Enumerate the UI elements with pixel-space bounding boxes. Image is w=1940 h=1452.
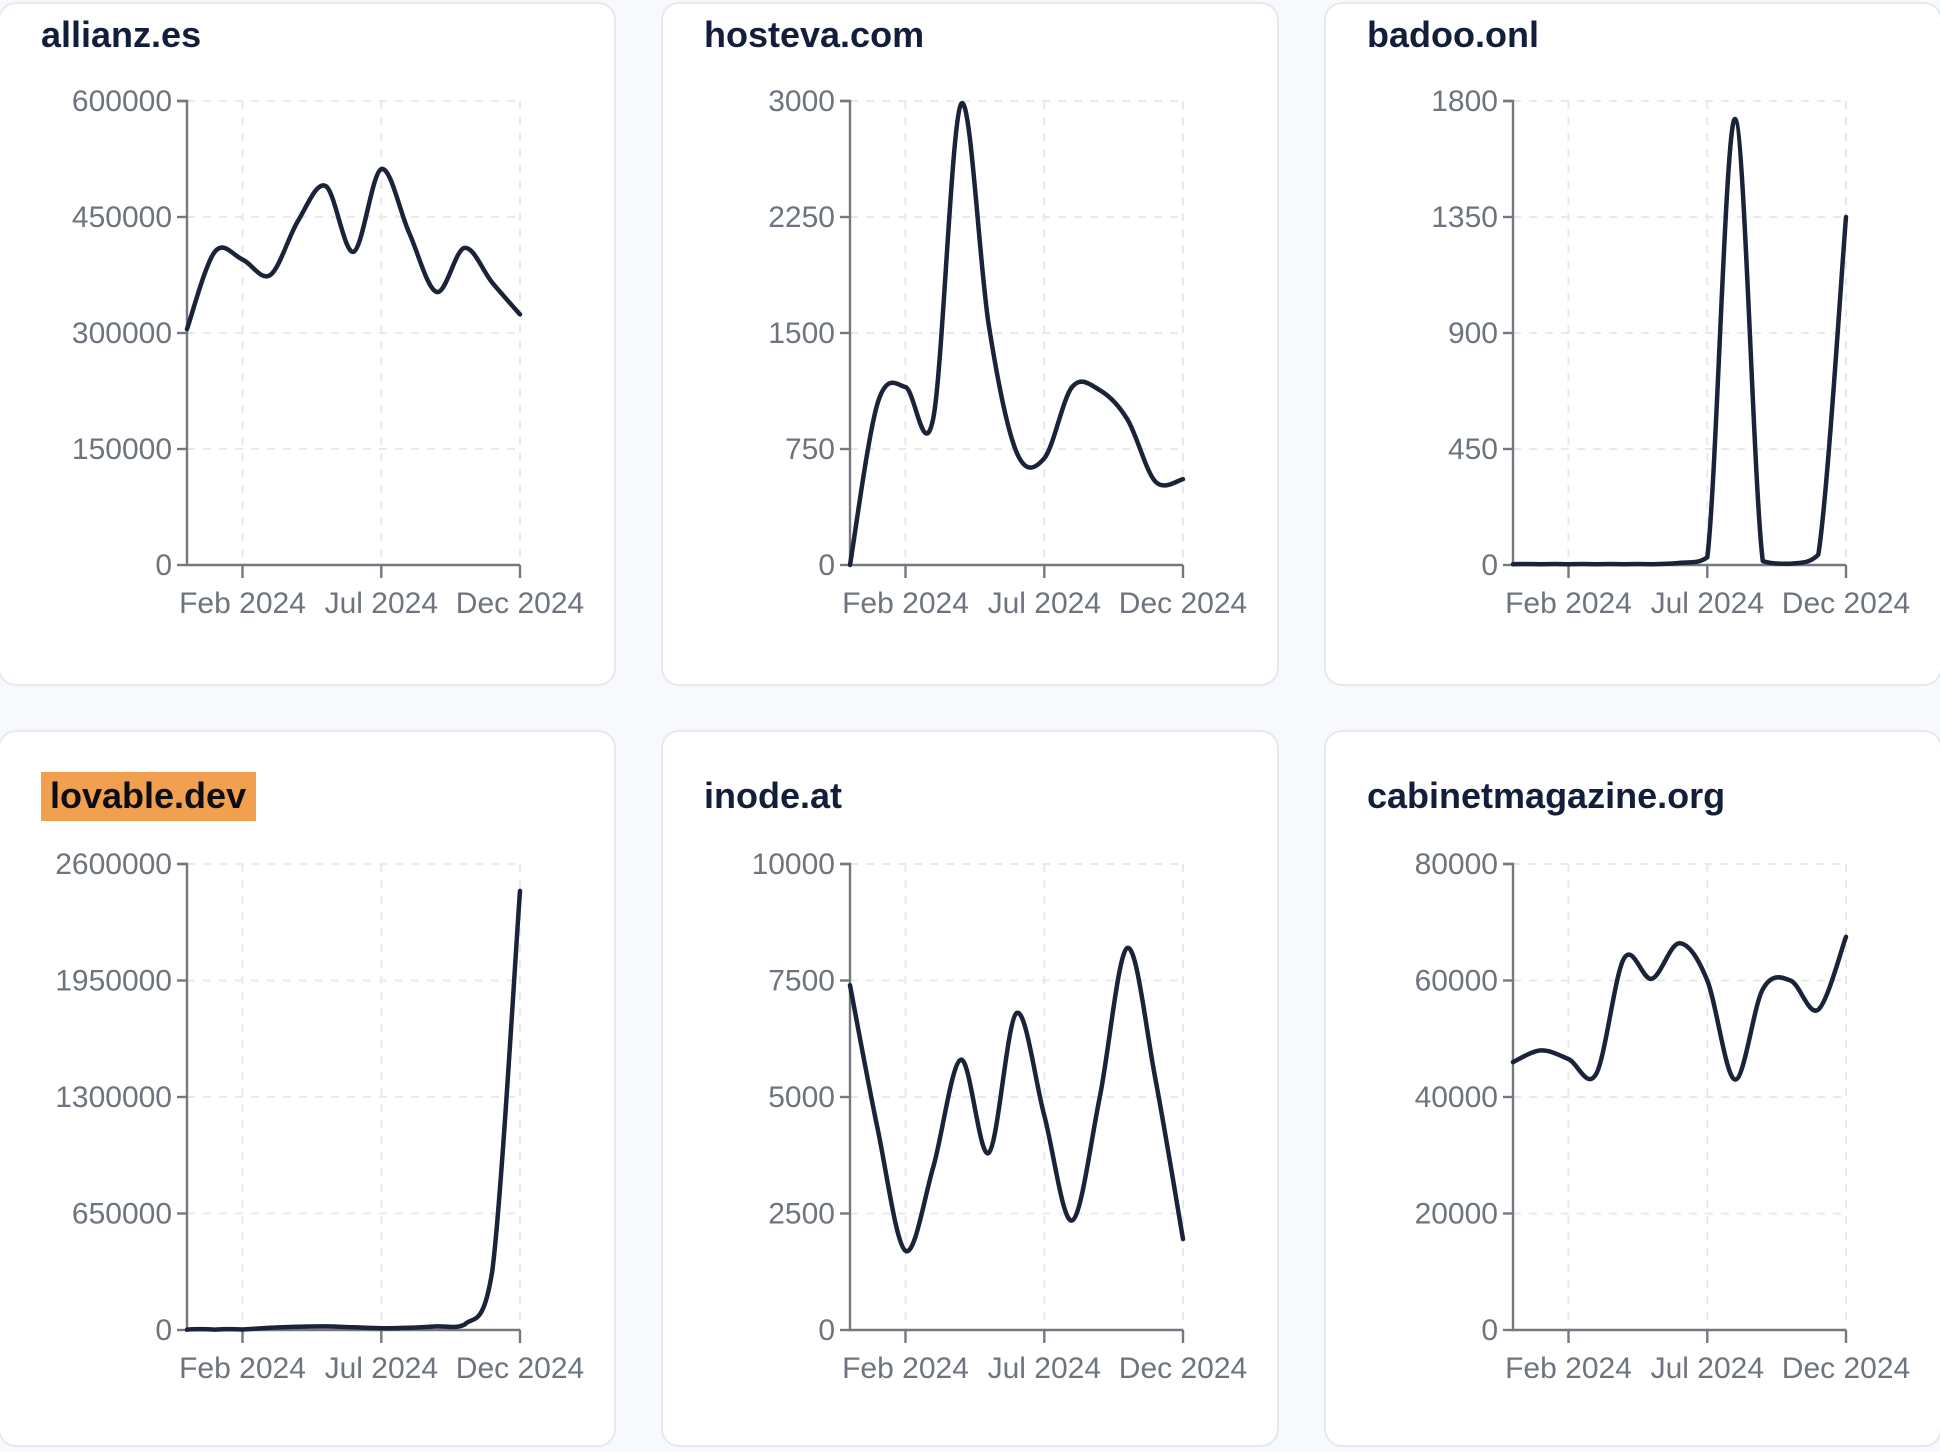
y-tick-label: 0 [155,1314,172,1347]
x-tick-label: Feb 2024 [1505,587,1632,620]
gridlines [187,100,521,565]
y-tick-label: 450 [1448,433,1498,466]
chart-line [184,888,523,1332]
x-tick-label: Feb 2024 [1505,1352,1632,1385]
x-tick-label: Jul 2024 [988,1352,1101,1385]
axes [1503,862,1848,1343]
line-chart: 0 750 1500 2250 3000 Feb 2024 Jul 2024 Dec 2024 [768,85,1247,620]
gridlines [187,863,521,1330]
x-tick-label: Dec 2024 [456,1352,584,1385]
y-tick-label: 1950000 [55,965,172,998]
chart-title: cabinetmagazine.org [1367,775,1725,817]
x-tick-label: Feb 2024 [179,587,306,620]
chart-card: cabinetmagazine.org 0 20000 40000 60000 80000… [1324,730,1940,1447]
chart-line [1510,116,1849,567]
y-tick-label: 1300000 [55,1081,172,1114]
y-tick-label: 600000 [72,85,172,118]
line-chart: 0 2500 5000 7500 10000 Feb 2024 Jul 2024 Dec 20… [752,848,1248,1385]
x-tick-label: Dec 2024 [1119,587,1247,620]
chart-line [847,101,1186,568]
gridlines [1513,100,1847,565]
y-tick-label: 20000 [1415,1198,1498,1231]
chart-title-text[interactable]: badoo.onl [1367,14,1539,55]
x-tick-label: Dec 2024 [1119,1352,1247,1385]
y-tick-label: 80000 [1415,848,1498,881]
y-tick-label: 0 [1481,549,1498,582]
y-tick-label: 0 [818,549,835,582]
chart-card: allianz.es 0 150000 300000 450000 600000 Feb 2… [0,2,616,686]
y-tick-label: 7500 [768,965,835,998]
axes [840,862,1185,1343]
chart-title: badoo.onl [1367,14,1539,56]
chart-card: hosteva.com 0 750 1500 2250 3000 Feb 2024 Jul 2… [661,2,1279,686]
y-tick-label: 750 [785,433,835,466]
x-tick-label: Feb 2024 [179,1352,306,1385]
chart-card: lovable.dev 0 650000 1300000 1950000 2600000 F… [0,730,616,1447]
line-chart: 0 650000 1300000 1950000 2600000 Feb 2024 Jul … [55,848,584,1385]
x-tick-label: Dec 2024 [456,587,584,620]
x-tick-label: Feb 2024 [842,1352,969,1385]
y-tick-label: 650000 [72,1198,172,1231]
y-tick-label: 3000 [768,85,835,118]
x-tick-label: Feb 2024 [842,587,969,620]
line-chart: 0 150000 300000 450000 600000 Feb 2024 Jul 202… [72,85,584,620]
y-tick-label: 10000 [752,848,835,881]
y-tick-label: 0 [818,1314,835,1347]
axes [840,99,1185,578]
chart-card: badoo.onl 0 450 900 1350 1800 Feb 2024 Jul 2024… [1324,2,1940,686]
chart-title: allianz.es [41,14,201,56]
chart-line [184,166,523,332]
y-tick-label: 1500 [768,317,835,350]
chart-card: inode.at 0 2500 5000 7500 10000 Feb 2024 Jul 20… [661,730,1279,1447]
chart-title-text[interactable]: cabinetmagazine.org [1367,775,1726,816]
axes [177,862,522,1343]
y-tick-label: 60000 [1415,965,1498,998]
chart-title-text[interactable]: allianz.es [41,14,202,55]
x-tick-label: Jul 2024 [325,587,438,620]
chart-line [1510,934,1849,1082]
y-tick-label: 300000 [72,317,172,350]
y-tick-label: 2500 [768,1198,835,1231]
x-tick-label: Jul 2024 [988,587,1101,620]
y-tick-label: 2600000 [55,848,172,881]
x-tick-label: Jul 2024 [325,1352,438,1385]
x-tick-label: Jul 2024 [1651,1352,1764,1385]
y-tick-label: 150000 [72,433,172,466]
x-tick-label: Dec 2024 [1782,1352,1910,1385]
gridlines [850,100,1184,565]
y-tick-label: 450000 [72,201,172,234]
line-chart: 0 450 900 1350 1800 Feb 2024 Jul 2024 Dec 2024 [1431,85,1910,620]
axes [1503,99,1848,578]
chart-title-text-highlighted[interactable]: lovable.dev [41,772,257,821]
x-tick-label: Dec 2024 [1782,587,1910,620]
chart-title: hosteva.com [704,14,924,56]
y-tick-label: 2250 [768,201,835,234]
chart-title: lovable.dev [41,772,257,821]
gridlines [1513,863,1847,1330]
y-tick-label: 5000 [768,1081,835,1114]
chart-title-text[interactable]: hosteva.com [704,14,925,55]
gridlines [850,863,1184,1330]
y-tick-label: 900 [1448,317,1498,350]
chart-title-text[interactable]: inode.at [704,775,843,816]
y-tick-label: 1350 [1431,201,1498,234]
y-tick-label: 40000 [1415,1081,1498,1114]
chart-title: inode.at [704,775,842,817]
axes [177,99,522,578]
line-chart: 0 20000 40000 60000 80000 Feb 2024 Jul 2024 Dec… [1415,848,1911,1385]
y-tick-label: 0 [155,549,172,582]
y-tick-label: 0 [1481,1314,1498,1347]
chart-line [847,945,1186,1254]
y-tick-label: 1800 [1431,85,1498,118]
x-tick-label: Jul 2024 [1651,587,1764,620]
